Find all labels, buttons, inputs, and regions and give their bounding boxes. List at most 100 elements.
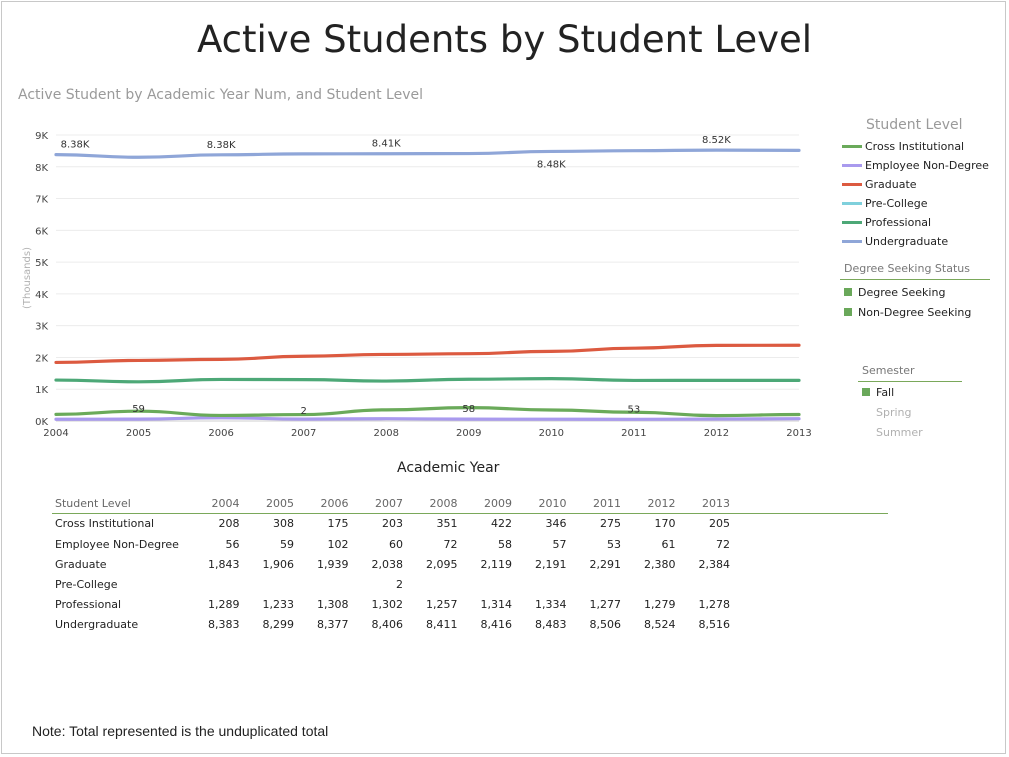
page-title: Active Students by Student Level <box>196 18 813 61</box>
degree-filter-title: Degree Seeking Status <box>840 262 990 280</box>
column-header-year[interactable]: 2005 <box>266 496 294 510</box>
legend-item[interactable]: Undergraduate <box>842 232 992 251</box>
y-tick-label: 8K <box>35 163 48 174</box>
table-cell <box>294 574 349 594</box>
table-cell: 8,406 <box>371 617 404 631</box>
table-cell: 72 <box>443 537 458 551</box>
table-cell <box>240 574 295 594</box>
x-tick-label: 2009 <box>456 428 481 439</box>
legend-label: Graduate <box>865 178 917 191</box>
table-cell: 346 <box>545 516 567 530</box>
row-label: Employee Non-Degree <box>55 537 179 551</box>
series-line-employee-non-degree <box>54 416 801 421</box>
column-header-student-level[interactable]: Student Level <box>55 496 131 510</box>
table-cell: 2,038 <box>371 557 404 571</box>
series-lines <box>54 148 801 421</box>
legend-swatch <box>842 221 862 224</box>
column-header-year[interactable]: 2013 <box>702 496 730 510</box>
column-header-year[interactable]: 2008 <box>429 496 458 510</box>
x-tick-label: 2008 <box>373 428 398 439</box>
legend-item[interactable]: Pre-College <box>842 194 992 213</box>
table-cell: 351 <box>436 516 458 530</box>
y-tick-label: 5K <box>35 258 48 269</box>
data-label: 58 <box>462 404 475 415</box>
table-cell: 422 <box>491 516 512 530</box>
table-row: Employee Non-Degree 56 59 102 60 72 58 57 53 61 72 <box>52 534 730 554</box>
column-header-year[interactable]: 2006 <box>320 496 349 510</box>
legend-item[interactable]: Cross Institutional <box>842 137 992 156</box>
row-label: Undergraduate <box>55 617 139 631</box>
filter-option[interactable]: Non-Degree Seeking <box>844 302 990 322</box>
table-cell: 1,334 <box>535 597 567 611</box>
table-cell: 102 <box>327 537 349 551</box>
semester-filter-title: Semester <box>858 364 962 382</box>
table-row: Undergraduate 8,383 8,299 8,377 8,406 8,411 8,… <box>52 614 730 634</box>
table-cell <box>567 574 622 594</box>
column-header-year[interactable]: 2012 <box>647 496 676 510</box>
table-cell: 1,939 <box>317 557 349 571</box>
x-tick-label: 2006 <box>208 428 233 439</box>
table-cell: 2 <box>396 577 403 591</box>
y-tick-label: 9K <box>35 131 48 142</box>
legend-label: Pre-College <box>865 197 928 210</box>
table-cell: 8,516 <box>698 617 731 631</box>
table-cell: 53 <box>607 537 621 551</box>
legend-swatch <box>842 145 862 148</box>
filter-option[interactable]: Spring <box>862 402 962 422</box>
y-tick-label: 4K <box>35 290 48 301</box>
column-header-year[interactable]: 2004 <box>211 496 240 510</box>
filter-option-label: Fall <box>876 385 895 399</box>
filter-option[interactable]: Fall <box>862 382 962 402</box>
filter-option[interactable]: Degree Seeking <box>844 282 990 302</box>
legend-label: Employee Non-Degree <box>865 159 989 172</box>
selected-square-icon <box>844 288 852 296</box>
legend-label: Professional <box>865 216 932 229</box>
data-table: Student Level 2004 2005 2006 2007 2008 2009 201… <box>52 494 730 634</box>
table-cell: 60 <box>389 537 403 551</box>
chart-subtitle: Active Student by Academic Year Num, and… <box>18 87 424 103</box>
table-cell: 1,278 <box>698 597 731 611</box>
table-cell: 8,383 <box>208 617 240 631</box>
column-header-year[interactable]: 2011 <box>593 496 621 510</box>
table-cell: 1,277 <box>589 597 622 611</box>
y-tick-label: 7K <box>35 195 48 206</box>
column-header-year[interactable]: 2009 <box>484 496 512 510</box>
table-cell: 1,843 <box>208 557 240 571</box>
table-cell <box>676 574 731 594</box>
table-cell: 2,291 <box>589 557 622 571</box>
legend-swatch <box>842 202 862 205</box>
table-cell: 57 <box>552 537 567 551</box>
filter-option[interactable]: Summer <box>862 422 962 442</box>
x-tick-label: 2011 <box>621 428 646 439</box>
degree-seeking-filter: Degree Seeking Status Degree Seeking Non-… <box>840 262 990 322</box>
y-tick-label: 3K <box>35 322 48 333</box>
table-cell: 175 <box>327 516 349 530</box>
y-tick-label: 1K <box>35 385 48 396</box>
legend-item[interactable]: Graduate <box>842 175 992 194</box>
table-cell: 8,524 <box>644 617 676 631</box>
series-line-professional <box>54 377 801 384</box>
grid-lines <box>56 134 799 422</box>
table-row: Professional 1,289 1,233 1,308 1,302 1,257 1,3… <box>52 594 730 614</box>
column-header-year[interactable]: 2007 <box>375 496 403 510</box>
legend-item[interactable]: Employee Non-Degree <box>842 156 992 175</box>
row-label: Cross Institutional <box>55 516 155 530</box>
x-tick-label: 2007 <box>291 428 316 439</box>
column-header-year[interactable]: 2010 <box>538 496 567 510</box>
table-cell: 8,416 <box>480 617 513 631</box>
table-cell: 203 <box>382 516 403 530</box>
table-row: Graduate 1,843 1,906 1,939 2,038 2,095 2,119 2,… <box>52 554 730 574</box>
data-label: 2 <box>300 406 306 417</box>
table-cell: 72 <box>716 537 730 551</box>
table-cell: 2,095 <box>426 557 458 571</box>
table-cell <box>512 574 567 594</box>
x-tick-label: 2010 <box>539 428 564 439</box>
row-label: Pre-College <box>55 577 118 591</box>
legend-item[interactable]: Professional <box>842 213 992 232</box>
table-cell <box>621 574 676 594</box>
table-header-row: Student Level 2004 2005 2006 2007 2008 2009 201… <box>52 494 730 512</box>
filter-option-label: Non-Degree Seeking <box>858 305 972 319</box>
data-label: 8.41K <box>372 139 401 150</box>
data-labels: 8.38K 8.38K 8.41K 8.48K 8.52K 59 2 58 53 <box>61 135 732 417</box>
table-cell: 8,377 <box>317 617 349 631</box>
